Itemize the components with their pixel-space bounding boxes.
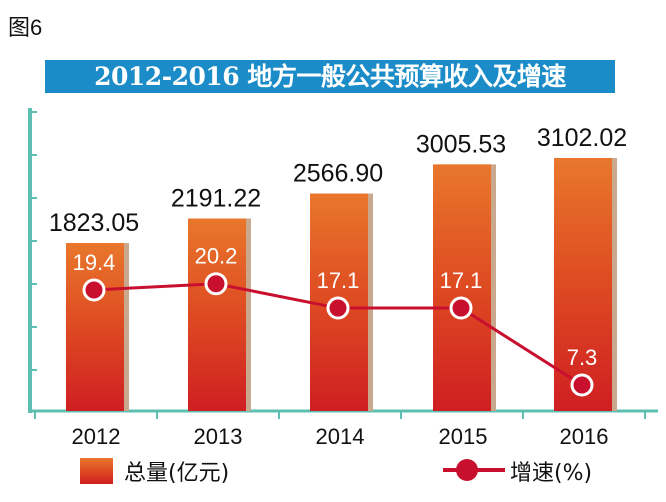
growth-value-label: 19.4 bbox=[73, 250, 116, 275]
growth-point bbox=[204, 272, 228, 296]
bar-value-label: 1823.05 bbox=[49, 209, 139, 237]
growth-point bbox=[570, 373, 594, 397]
legend-bar-label: 总量(亿元) bbox=[124, 461, 229, 486]
bar-2015 bbox=[433, 164, 491, 411]
bar-value-label: 3005.53 bbox=[416, 130, 506, 158]
growth-value-label: 17.1 bbox=[317, 268, 360, 293]
x-tick-label: 2016 bbox=[560, 424, 609, 449]
bar-value-label: 2566.90 bbox=[293, 160, 383, 188]
bar-2013 bbox=[188, 218, 246, 411]
growth-value-label: 17.1 bbox=[440, 268, 483, 293]
growth-value-label: 7.3 bbox=[567, 345, 598, 370]
x-tick-label: 2014 bbox=[316, 424, 365, 449]
figure-label: 图6 bbox=[8, 15, 43, 40]
legend-line-marker bbox=[456, 459, 478, 481]
x-tick-label: 2013 bbox=[194, 424, 243, 449]
bar-value-label: 2191.22 bbox=[171, 185, 261, 213]
legend-bar-swatch bbox=[80, 458, 113, 484]
x-tick-label: 2015 bbox=[439, 424, 488, 449]
bar-2012 bbox=[66, 242, 124, 411]
growth-point bbox=[82, 278, 106, 302]
growth-value-label: 20.2 bbox=[195, 244, 238, 269]
chart-title: 2012-2016 地方一般公共预算收入及增速 bbox=[45, 60, 615, 93]
legend-line-label: 增速(%) bbox=[510, 461, 592, 486]
bar-2016 bbox=[554, 157, 612, 411]
growth-point bbox=[449, 296, 473, 320]
bar-value-label: 3102.02 bbox=[537, 124, 627, 152]
x-tick-label: 2012 bbox=[72, 424, 121, 449]
growth-point bbox=[326, 296, 350, 320]
